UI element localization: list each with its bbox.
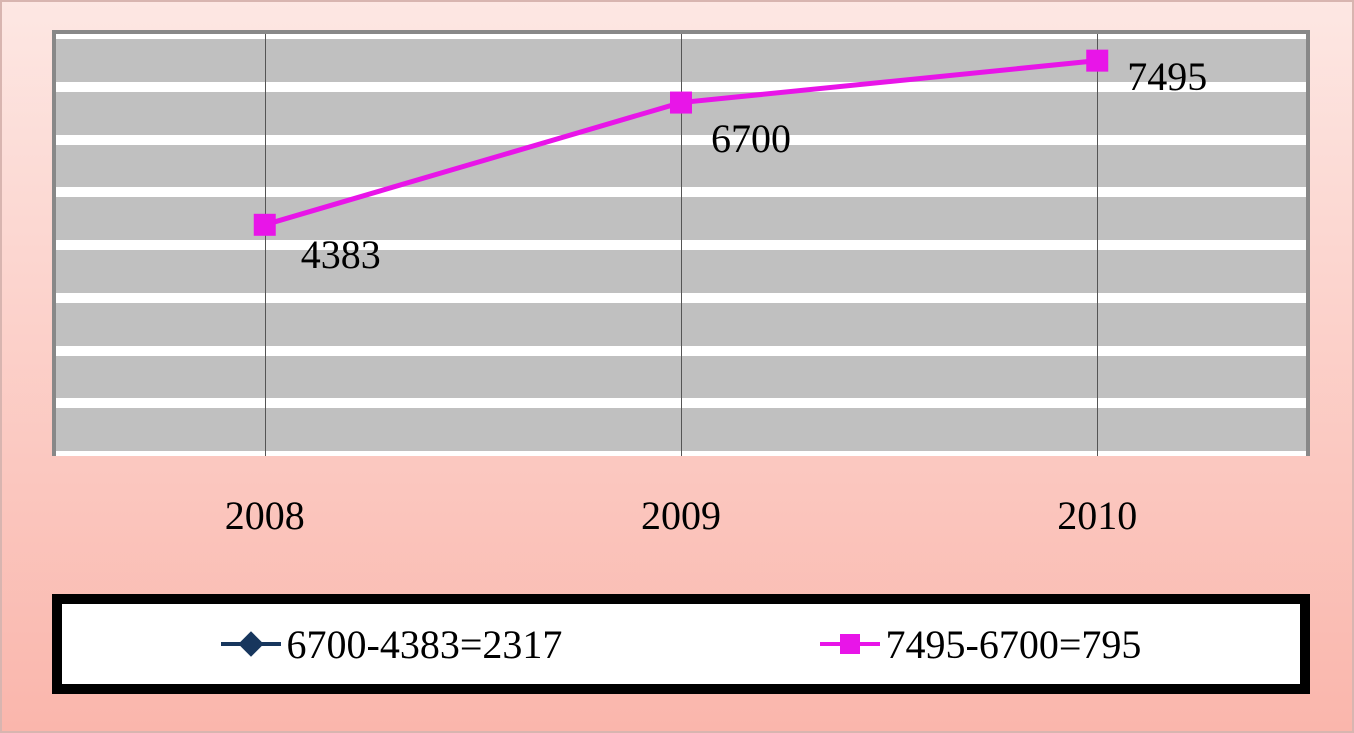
plot-inner: 4383 6700 7495 (56, 34, 1306, 456)
chart-svg (56, 34, 1306, 456)
chart-container: 4383 6700 7495 2008 2009 2010 6700-4383=2317… (0, 0, 1354, 733)
data-label: 7495 (1127, 53, 1207, 100)
x-axis-label: 2009 (641, 492, 721, 539)
legend-label-1: 6700-4383=2317 (287, 621, 563, 668)
legend-glyph-square (820, 629, 880, 659)
legend-label-2: 7495-6700=795 (886, 621, 1142, 668)
series-line-s2 (265, 61, 1098, 225)
legend-item-2: 7495-6700=795 (820, 621, 1142, 668)
series-marker-s2 (1086, 50, 1108, 72)
data-label: 4383 (301, 231, 381, 278)
legend-glyph-diamond (221, 629, 281, 659)
data-label: 6700 (711, 115, 791, 162)
series-marker-s2 (670, 92, 692, 114)
legend: 6700-4383=2317 7495-6700=795 (52, 594, 1310, 694)
legend-item-1: 6700-4383=2317 (221, 621, 563, 668)
plot-area: 4383 6700 7495 (52, 30, 1310, 456)
series-marker-s2 (254, 214, 276, 236)
x-axis-label: 2008 (225, 492, 305, 539)
x-axis-label: 2010 (1057, 492, 1137, 539)
